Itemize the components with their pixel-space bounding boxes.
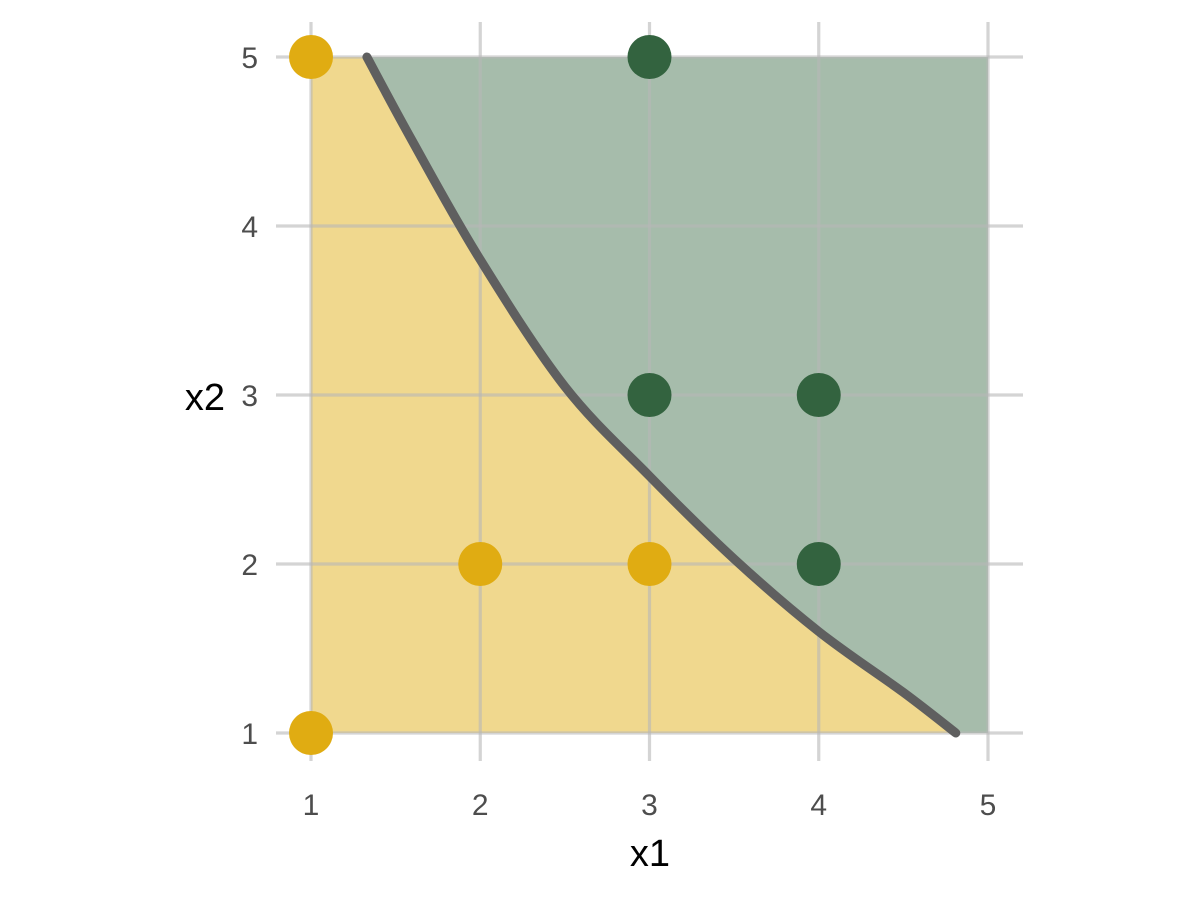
- point-class-b-4: [627, 35, 672, 79]
- point-class-b-6: [796, 373, 841, 417]
- point-class-a-0: [289, 35, 333, 79]
- y-tick-label-2: 2: [241, 549, 258, 582]
- point-class-a-1: [289, 711, 333, 755]
- y-tick-label-1: 1: [241, 718, 258, 751]
- x-axis-ticks: 1 2 3 4 5: [303, 789, 997, 822]
- point-class-a-3: [627, 542, 672, 586]
- x-tick-label-1: 1: [303, 789, 320, 822]
- y-tick-label-5: 5: [241, 42, 258, 75]
- x-tick-label-5: 5: [980, 789, 997, 822]
- x-axis-title: x1: [630, 833, 670, 875]
- x-tick-label-3: 3: [641, 789, 658, 822]
- data-points: [289, 35, 841, 755]
- y-axis-ticks: 1 2 3 4 5: [241, 42, 258, 751]
- point-class-b-5: [627, 373, 672, 417]
- point-class-b-7: [796, 542, 841, 586]
- decision-boundary: [362, 52, 961, 738]
- y-tick-label-3: 3: [241, 380, 258, 413]
- y-axis-title: x2: [185, 377, 225, 419]
- x-tick-label-4: 4: [810, 789, 827, 822]
- y-tick-label-4: 4: [241, 211, 258, 244]
- point-class-a-2: [458, 542, 503, 586]
- x-tick-label-2: 2: [472, 789, 489, 822]
- decision-boundary-layer: [362, 52, 961, 738]
